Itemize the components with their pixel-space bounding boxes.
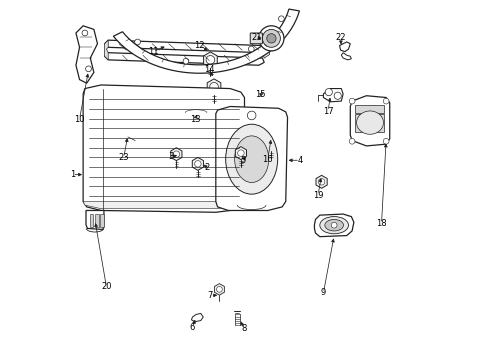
Circle shape [383,98,388,104]
Polygon shape [214,284,224,295]
Ellipse shape [319,217,348,234]
Circle shape [237,150,244,156]
Circle shape [262,30,280,47]
Polygon shape [170,148,182,161]
Polygon shape [314,214,353,237]
Text: 6: 6 [189,323,195,332]
Polygon shape [113,9,299,73]
Circle shape [348,98,354,104]
Text: 18: 18 [375,219,386,228]
Text: 15: 15 [255,90,265,99]
Polygon shape [76,26,97,83]
Polygon shape [235,147,246,159]
Text: 23: 23 [118,153,129,162]
Polygon shape [121,132,137,141]
Circle shape [333,92,341,99]
FancyBboxPatch shape [89,214,93,226]
Polygon shape [203,52,217,68]
Circle shape [278,16,284,22]
Polygon shape [135,139,149,148]
Text: 11: 11 [147,47,158,56]
Polygon shape [341,53,351,60]
Circle shape [247,111,255,120]
Polygon shape [83,85,244,212]
Circle shape [139,141,145,147]
Polygon shape [207,79,221,95]
FancyBboxPatch shape [250,33,262,44]
Polygon shape [339,42,349,51]
Text: 8: 8 [241,324,246,333]
Polygon shape [86,211,104,229]
Circle shape [383,138,388,144]
Text: 9: 9 [320,288,325,297]
Text: 17: 17 [322,107,333,116]
FancyBboxPatch shape [370,114,383,132]
Circle shape [125,134,131,139]
Text: 16: 16 [262,155,273,164]
FancyBboxPatch shape [354,114,367,132]
Text: 5: 5 [240,156,245,165]
Circle shape [206,55,214,64]
FancyBboxPatch shape [100,214,104,226]
Polygon shape [315,175,326,188]
FancyBboxPatch shape [354,105,383,113]
Ellipse shape [356,111,383,134]
Circle shape [209,82,218,91]
Circle shape [173,151,179,157]
Polygon shape [264,137,277,151]
Polygon shape [104,40,265,53]
Polygon shape [104,53,264,65]
Circle shape [134,39,140,45]
Circle shape [82,30,88,36]
Text: 4: 4 [297,156,302,165]
Text: 10: 10 [74,114,84,123]
Text: 13: 13 [189,115,200,124]
Polygon shape [104,40,108,60]
Circle shape [194,161,201,167]
Text: 20: 20 [101,282,111,291]
Circle shape [348,138,354,144]
Text: 22: 22 [335,33,345,42]
Polygon shape [323,89,343,102]
Circle shape [267,140,274,148]
Polygon shape [215,107,287,211]
Circle shape [325,89,332,96]
Text: 14: 14 [203,66,214,75]
Circle shape [266,34,276,43]
Circle shape [216,287,222,292]
Text: 1: 1 [70,170,75,179]
Text: 19: 19 [312,190,323,199]
Polygon shape [262,45,269,58]
Circle shape [258,26,284,51]
Text: 3: 3 [168,152,173,161]
Text: 2: 2 [204,163,209,172]
Ellipse shape [225,124,277,194]
Polygon shape [192,157,203,170]
Circle shape [248,46,254,52]
Text: 12: 12 [194,41,204,50]
Polygon shape [191,314,203,321]
Text: 21: 21 [251,33,262,42]
Circle shape [330,222,336,228]
Ellipse shape [324,220,343,231]
Circle shape [318,179,324,185]
Polygon shape [83,202,244,209]
Text: 7: 7 [207,291,213,300]
Ellipse shape [234,136,268,183]
Circle shape [183,58,188,64]
FancyBboxPatch shape [95,214,99,226]
Circle shape [85,66,91,72]
Polygon shape [349,96,389,146]
Polygon shape [180,107,212,117]
